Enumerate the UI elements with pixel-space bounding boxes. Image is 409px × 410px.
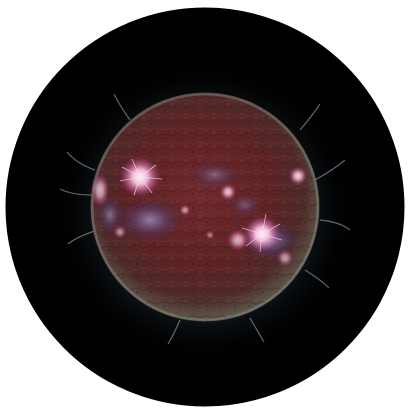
solar-limb [90,92,320,322]
active-region-center [219,183,237,201]
active-region-upper-right [288,166,308,186]
image-frame [5,7,405,407]
solar-granulation [91,93,319,321]
active-regions [90,155,308,267]
